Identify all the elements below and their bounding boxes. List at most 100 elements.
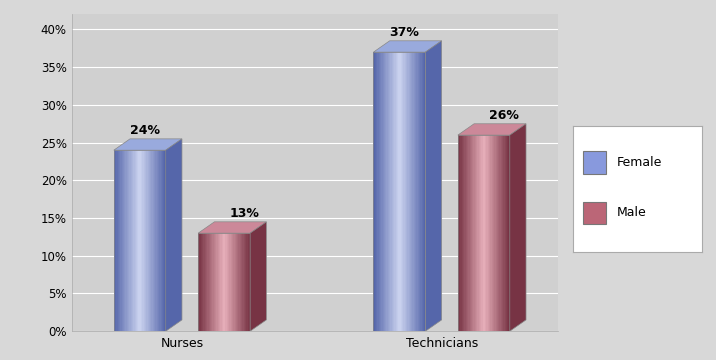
- Bar: [114, 150, 115, 331]
- Bar: [471, 135, 472, 331]
- Bar: [401, 52, 402, 331]
- Bar: [398, 52, 400, 331]
- Bar: [485, 135, 486, 331]
- Bar: [500, 135, 502, 331]
- Bar: [130, 150, 131, 331]
- Bar: [489, 135, 490, 331]
- Bar: [403, 52, 405, 331]
- Bar: [507, 135, 508, 331]
- Bar: [198, 233, 200, 331]
- Polygon shape: [374, 41, 442, 52]
- Text: Male: Male: [616, 206, 647, 220]
- Bar: [381, 52, 382, 331]
- Bar: [402, 52, 403, 331]
- Bar: [131, 150, 132, 331]
- Bar: [150, 150, 152, 331]
- Bar: [133, 150, 135, 331]
- Bar: [238, 233, 240, 331]
- Bar: [231, 233, 232, 331]
- Polygon shape: [425, 41, 442, 331]
- Bar: [137, 150, 138, 331]
- Bar: [200, 233, 202, 331]
- Bar: [384, 52, 385, 331]
- Bar: [165, 150, 166, 331]
- Bar: [152, 150, 153, 331]
- Bar: [395, 52, 397, 331]
- Bar: [159, 150, 160, 331]
- FancyBboxPatch shape: [583, 202, 606, 224]
- Bar: [472, 135, 473, 331]
- Bar: [382, 52, 384, 331]
- Bar: [245, 233, 246, 331]
- Polygon shape: [510, 124, 526, 331]
- Bar: [249, 233, 250, 331]
- Bar: [379, 52, 380, 331]
- Bar: [214, 233, 215, 331]
- Bar: [407, 52, 409, 331]
- Bar: [458, 135, 459, 331]
- Bar: [218, 233, 219, 331]
- Bar: [122, 150, 123, 331]
- Bar: [470, 135, 471, 331]
- Bar: [468, 135, 470, 331]
- Bar: [149, 150, 150, 331]
- Bar: [420, 52, 422, 331]
- Bar: [390, 52, 392, 331]
- Bar: [400, 52, 401, 331]
- Bar: [242, 233, 243, 331]
- Bar: [416, 52, 417, 331]
- Bar: [423, 52, 424, 331]
- Bar: [120, 150, 122, 331]
- Text: 24%: 24%: [130, 123, 160, 136]
- Bar: [490, 135, 492, 331]
- Text: 13%: 13%: [230, 207, 259, 220]
- Bar: [499, 135, 500, 331]
- Bar: [387, 52, 388, 331]
- Bar: [498, 135, 500, 331]
- Bar: [484, 135, 485, 331]
- Polygon shape: [458, 124, 526, 135]
- Bar: [414, 52, 415, 331]
- Bar: [405, 52, 406, 331]
- Bar: [476, 135, 478, 331]
- Bar: [233, 233, 235, 331]
- Bar: [508, 135, 510, 331]
- Bar: [417, 52, 419, 331]
- Bar: [223, 233, 224, 331]
- Bar: [493, 135, 494, 331]
- Bar: [467, 135, 468, 331]
- Bar: [478, 135, 480, 331]
- Bar: [219, 233, 221, 331]
- Bar: [115, 150, 117, 331]
- Bar: [162, 150, 163, 331]
- Bar: [412, 52, 414, 331]
- Bar: [473, 135, 475, 331]
- Bar: [393, 52, 395, 331]
- Polygon shape: [165, 139, 182, 331]
- Bar: [235, 233, 236, 331]
- Bar: [135, 150, 136, 331]
- Bar: [154, 150, 155, 331]
- Text: 37%: 37%: [390, 26, 420, 39]
- Bar: [123, 150, 124, 331]
- Bar: [459, 135, 460, 331]
- Bar: [380, 52, 382, 331]
- Bar: [411, 52, 412, 331]
- Bar: [208, 233, 210, 331]
- Text: Female: Female: [616, 156, 662, 169]
- Bar: [119, 150, 120, 331]
- Bar: [415, 52, 416, 331]
- Bar: [422, 52, 423, 331]
- FancyBboxPatch shape: [583, 151, 606, 174]
- Bar: [227, 233, 228, 331]
- Bar: [494, 135, 495, 331]
- Bar: [406, 52, 407, 331]
- Bar: [226, 233, 227, 331]
- Bar: [145, 150, 146, 331]
- Bar: [503, 135, 505, 331]
- Bar: [211, 233, 213, 331]
- Bar: [224, 233, 226, 331]
- Bar: [409, 52, 410, 331]
- Bar: [497, 135, 498, 331]
- Bar: [397, 52, 398, 331]
